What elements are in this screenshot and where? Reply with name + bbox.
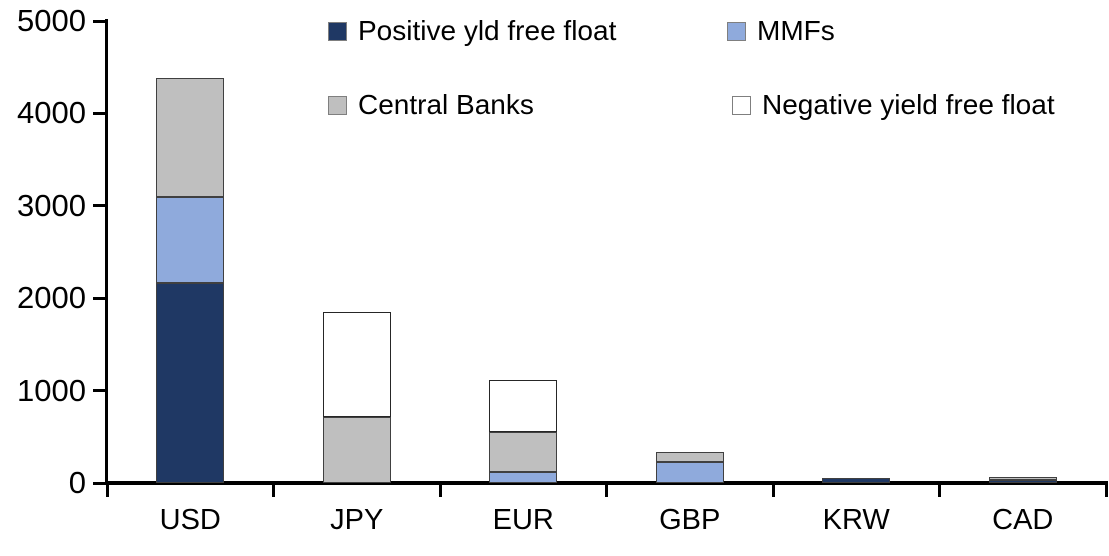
bar-segment-usd-mmfs [156, 196, 225, 283]
bar-segment-cad-positive-yld-free-float [988, 480, 1057, 483]
y-tick-label: 5000 [17, 3, 86, 38]
y-axis-line [105, 19, 108, 485]
y-tick-label: 1000 [17, 372, 86, 408]
y-tick-label: 4000 [17, 95, 86, 131]
y-tick-label: 0 [68, 465, 86, 500]
bar-segment-gbp-central-banks [655, 451, 724, 462]
legend-label: Negative yield free float [762, 89, 1055, 120]
x-axis-tick [1104, 483, 1108, 497]
bar-segment-jpy-negative-yield-free-float [322, 312, 391, 418]
category-label-eur: EUR [492, 504, 554, 536]
bar-segment-eur-mmfs [489, 471, 558, 483]
bar-segment-usd-positive-yld-free-float [156, 282, 225, 483]
legend-swatch-mmfs [727, 21, 746, 41]
x-axis-tick [105, 483, 109, 497]
y-tick-label: 3000 [17, 187, 86, 223]
x-axis-tick [605, 483, 608, 497]
x-axis-tick [272, 483, 275, 497]
y-axis-tick [93, 389, 107, 393]
x-axis-tick [938, 483, 941, 497]
y-axis-tick [93, 481, 107, 485]
bar-segment-krw-positive-yld-free-float [822, 478, 891, 483]
category-label-jpy: JPY [330, 504, 384, 536]
bar-segment-usd-central-banks [156, 78, 225, 197]
legend-swatch-negative-yield-free-float [732, 95, 751, 115]
legend-label: Positive yld free float [358, 15, 617, 46]
legend-item-central-banks: Central Banks [328, 90, 534, 120]
legend-item-mmfs: MMFs [727, 16, 835, 46]
x-axis-tick [438, 483, 442, 497]
legend-swatch-central-banks [328, 95, 347, 115]
bar-segment-gbp-mmfs [655, 461, 724, 483]
bar-segment-eur-negative-yield-free-float [489, 380, 558, 433]
legend-label: MMFs [757, 15, 835, 46]
legend-swatch-positive-yld-free-float [328, 21, 347, 41]
x-axis-tick [771, 483, 775, 497]
y-tick-label: 2000 [17, 280, 86, 316]
category-label-cad: CAD [992, 504, 1054, 536]
y-axis-tick [93, 296, 107, 300]
bar-segment-eur-central-banks [489, 432, 558, 472]
legend-item-positive-yld-free-float: Positive yld free float [328, 16, 616, 46]
bar-segment-jpy-central-banks [322, 417, 391, 483]
y-axis-tick [93, 19, 107, 23]
y-axis-tick [93, 204, 107, 208]
category-label-usd: USD [159, 504, 221, 536]
y-axis-tick [93, 111, 107, 115]
category-label-krw: KRW [822, 504, 890, 536]
bar-segment-cad-central-banks [988, 477, 1057, 481]
category-label-gbp: GBP [659, 504, 721, 536]
legend-item-negative-yield-free-float: Negative yield free float [732, 90, 1055, 120]
legend-label: Central Banks [358, 89, 534, 120]
